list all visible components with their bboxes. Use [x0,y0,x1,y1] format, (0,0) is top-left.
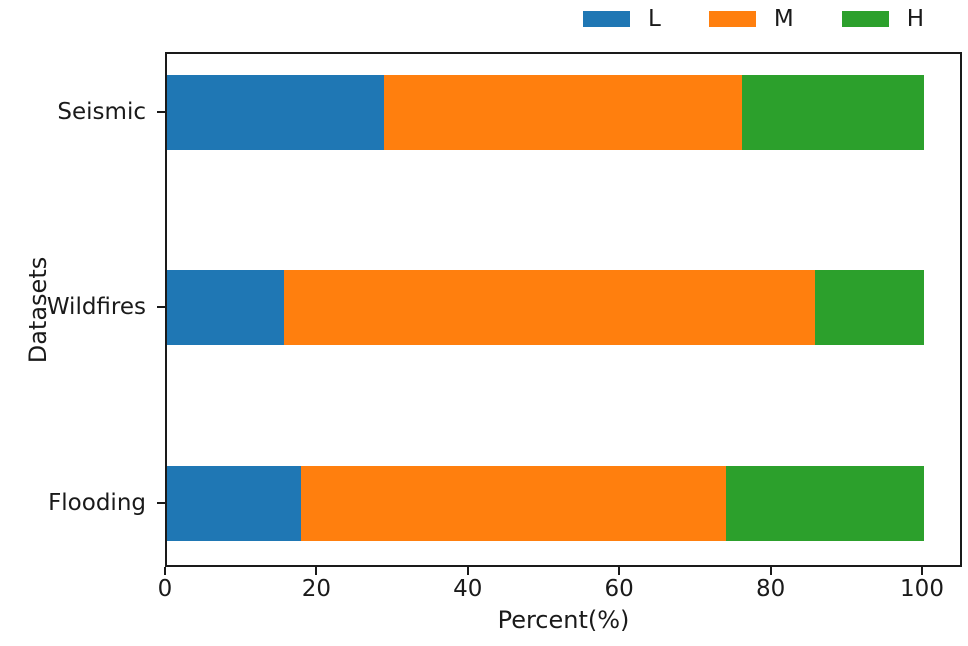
legend-item-h: H [841,6,924,32]
bar-segment-flooding-m [300,465,726,541]
legend-item-m: M [708,6,794,32]
legend-label-h: H [906,6,924,32]
bar-segment-flooding-l [167,465,301,541]
x-axis-label: Percent(%) [497,606,630,634]
bar-segment-flooding-h [725,465,924,541]
legend-swatch-l-icon [583,11,630,27]
legend-label-m: M [773,6,794,32]
bar-segment-seismic-l [167,74,385,150]
bar-row-flooding [167,465,960,541]
bar-row-wildfires [167,269,960,345]
x-tick-mark [466,567,469,575]
plot-area [165,52,962,567]
legend-swatch-h-icon [841,11,889,27]
x-tick-mark [921,567,923,575]
bar-segment-seismic-m [384,74,743,150]
legend: L M H [583,6,924,32]
bar-segment-wildfires-h [814,269,924,345]
x-tick-mark [618,567,621,575]
x-tick-label-80: 80 [755,576,786,602]
bar-segment-wildfires-m [284,269,815,345]
x-tick-mark [769,567,772,575]
y-tick-mark [157,502,165,504]
x-tick-label-60: 60 [604,576,634,602]
legend-item-l: L [583,6,661,32]
x-tick-mark [315,567,318,575]
y-tick-label-flooding: Flooding [48,490,146,516]
x-tick-label-40: 40 [453,576,483,602]
bar-segment-wildfires-l [167,269,285,345]
x-tick-label-0: 0 [157,576,173,602]
x-tick-label-20: 20 [301,576,332,602]
bar-segment-seismic-h [742,74,924,150]
y-tick-mark [157,111,165,113]
legend-label-l: L [648,6,661,32]
x-tick-mark [164,567,166,575]
y-tick-label-seismic: Seismic [57,99,146,125]
x-tick-label-100: 100 [900,576,944,602]
y-tick-label-wildfires: Wildfires [46,294,146,320]
bar-row-seismic [167,74,960,150]
legend-swatch-m-icon [708,11,756,27]
y-tick-mark [157,306,165,308]
